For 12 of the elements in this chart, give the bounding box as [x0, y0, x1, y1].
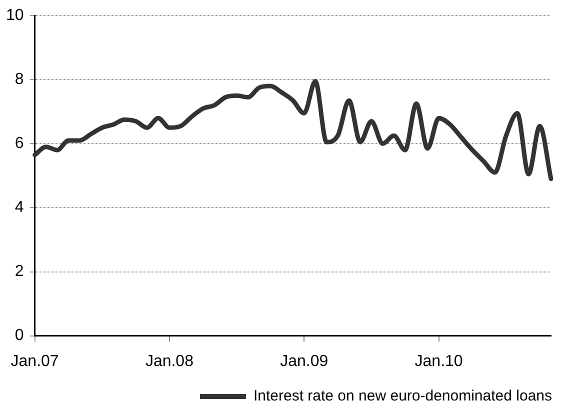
y-tick-label: 2 [14, 263, 24, 280]
y-tick-label: 8 [14, 71, 24, 88]
y-tick-label: 10 [6, 7, 24, 24]
x-tick-label: Jan.09 [280, 352, 328, 370]
y-tick-label: 4 [14, 199, 24, 216]
y-tick-label: 6 [14, 135, 24, 152]
x-tick-label: Jan.07 [10, 352, 59, 370]
line-series [32, 78, 554, 182]
x-tick-label: Jan.10 [414, 352, 463, 370]
y-tick-label: 0 [14, 327, 24, 344]
legend-label: Interest rate on new euro-denominated loans [253, 388, 552, 405]
x-tick-label: Jan.08 [145, 352, 194, 370]
